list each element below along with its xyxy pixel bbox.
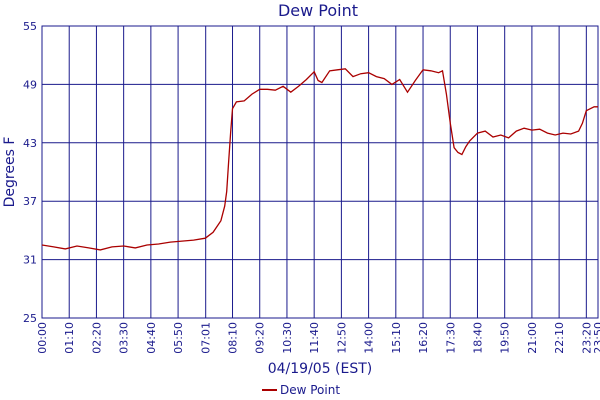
- x-tick-label: 01:10: [63, 322, 76, 354]
- y-tick-label: 49: [23, 78, 37, 91]
- x-tick-label: 16:20: [417, 322, 430, 354]
- series-layer: [41, 68, 598, 251]
- x-tick-label: 07:01: [200, 322, 213, 354]
- x-tick-label: 15:10: [390, 322, 403, 354]
- x-tick-label: 02:20: [90, 322, 103, 354]
- x-tick-label: 14:00: [363, 322, 376, 354]
- x-tick-label: 10:30: [281, 322, 294, 354]
- legend-label: Dew Point: [280, 383, 340, 397]
- y-tick-label: 37: [23, 195, 37, 208]
- x-tick-label: 03:30: [118, 322, 131, 354]
- plot-area-border: [41, 25, 599, 319]
- x-tick-label: 23:20: [580, 322, 593, 354]
- chart-title: Dew Point: [278, 1, 358, 20]
- x-tick-label: 19:50: [499, 322, 512, 354]
- x-tick-label: 18:40: [471, 322, 484, 354]
- y-tick-labels: 25 31 37 43 49 55: [23, 20, 37, 325]
- x-tick-label: 21:00: [526, 322, 539, 354]
- legend: Dew Point: [262, 383, 340, 397]
- y-tick-label: 55: [23, 20, 37, 33]
- y-tick-label: 31: [23, 254, 37, 267]
- y-axis-title: Degrees F: [2, 137, 18, 208]
- series-line-dew-point: [41, 68, 598, 251]
- x-tick-label: 17:30: [444, 322, 457, 354]
- y-tick-label: 25: [23, 312, 37, 325]
- x-tick-label: 23:50: [592, 322, 600, 354]
- x-tick-label: 12:50: [335, 322, 348, 354]
- x-axis-title: 04/19/05 (EST): [268, 361, 373, 377]
- x-tick-label: 00:00: [36, 322, 49, 354]
- x-tick-label: 09:20: [254, 322, 267, 354]
- x-tick-label: 04:40: [145, 322, 158, 354]
- y-tick-label: 43: [23, 137, 37, 150]
- grid-lines: [41, 25, 599, 319]
- x-tick-label: 11:40: [308, 322, 321, 354]
- x-tick-label: 22:10: [553, 322, 566, 354]
- x-tick-labels: 00:00 01:10 02:20 03:30 04:40 05:50 07:01 08:10…: [36, 322, 600, 354]
- x-tick-label: 08:10: [227, 322, 240, 354]
- x-tick-label: 05:50: [172, 322, 185, 354]
